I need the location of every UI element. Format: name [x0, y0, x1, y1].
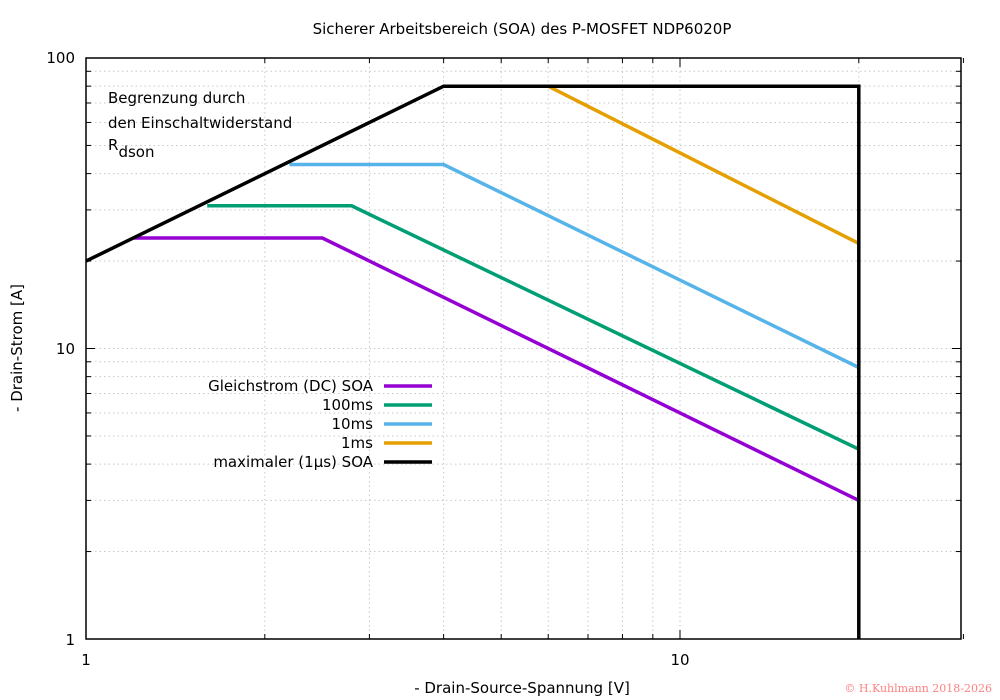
series-line-0 [133, 236, 860, 502]
x-axis-label: - Drain-Source-Spannung [V] [414, 679, 630, 697]
legend-label-2: 10ms [331, 415, 373, 433]
y-tick-label-1: 1 [65, 631, 75, 649]
series-line-3 [547, 84, 860, 245]
annotation-r-sub: dson [118, 143, 154, 161]
annotation-line-1: Begrenzung durch [108, 89, 245, 107]
axis-ticks [85, 57, 964, 640]
series-line-2 [289, 162, 860, 370]
rdson-annotation: Begrenzung durch den Einschaltwiderstand… [108, 89, 292, 161]
series-lines [85, 84, 861, 639]
y-tick-label-100: 100 [46, 49, 75, 67]
y-axis-label: - Drain-Strom [A] [8, 284, 26, 412]
legend-label-1: 100ms [322, 396, 373, 414]
annotation-rdson: Rdson [108, 136, 154, 161]
x-tick-label-1: 1 [81, 651, 91, 669]
chart-title: Sicherer Arbeitsbereich (SOA) des P-MOSF… [313, 20, 732, 38]
annotation-line-2: den Einschaltwiderstand [108, 114, 292, 132]
legend: Gleichstrom (DC) SOA100ms10ms1msmaximale… [208, 377, 432, 471]
legend-label-0: Gleichstrom (DC) SOA [208, 377, 374, 395]
legend-label-4: maximaler (1µs) SOA [213, 453, 373, 471]
series-line-4 [85, 84, 861, 639]
series-line-1 [207, 204, 860, 451]
legend-label-3: 1ms [341, 434, 373, 452]
copyright-notice: © H.Kuhlmann 2018-2026 [844, 682, 992, 695]
x-tick-label-10: 10 [670, 651, 689, 669]
y-tick-label-10: 10 [56, 340, 75, 358]
annotation-r-main: R [108, 136, 118, 154]
grid [86, 58, 961, 639]
